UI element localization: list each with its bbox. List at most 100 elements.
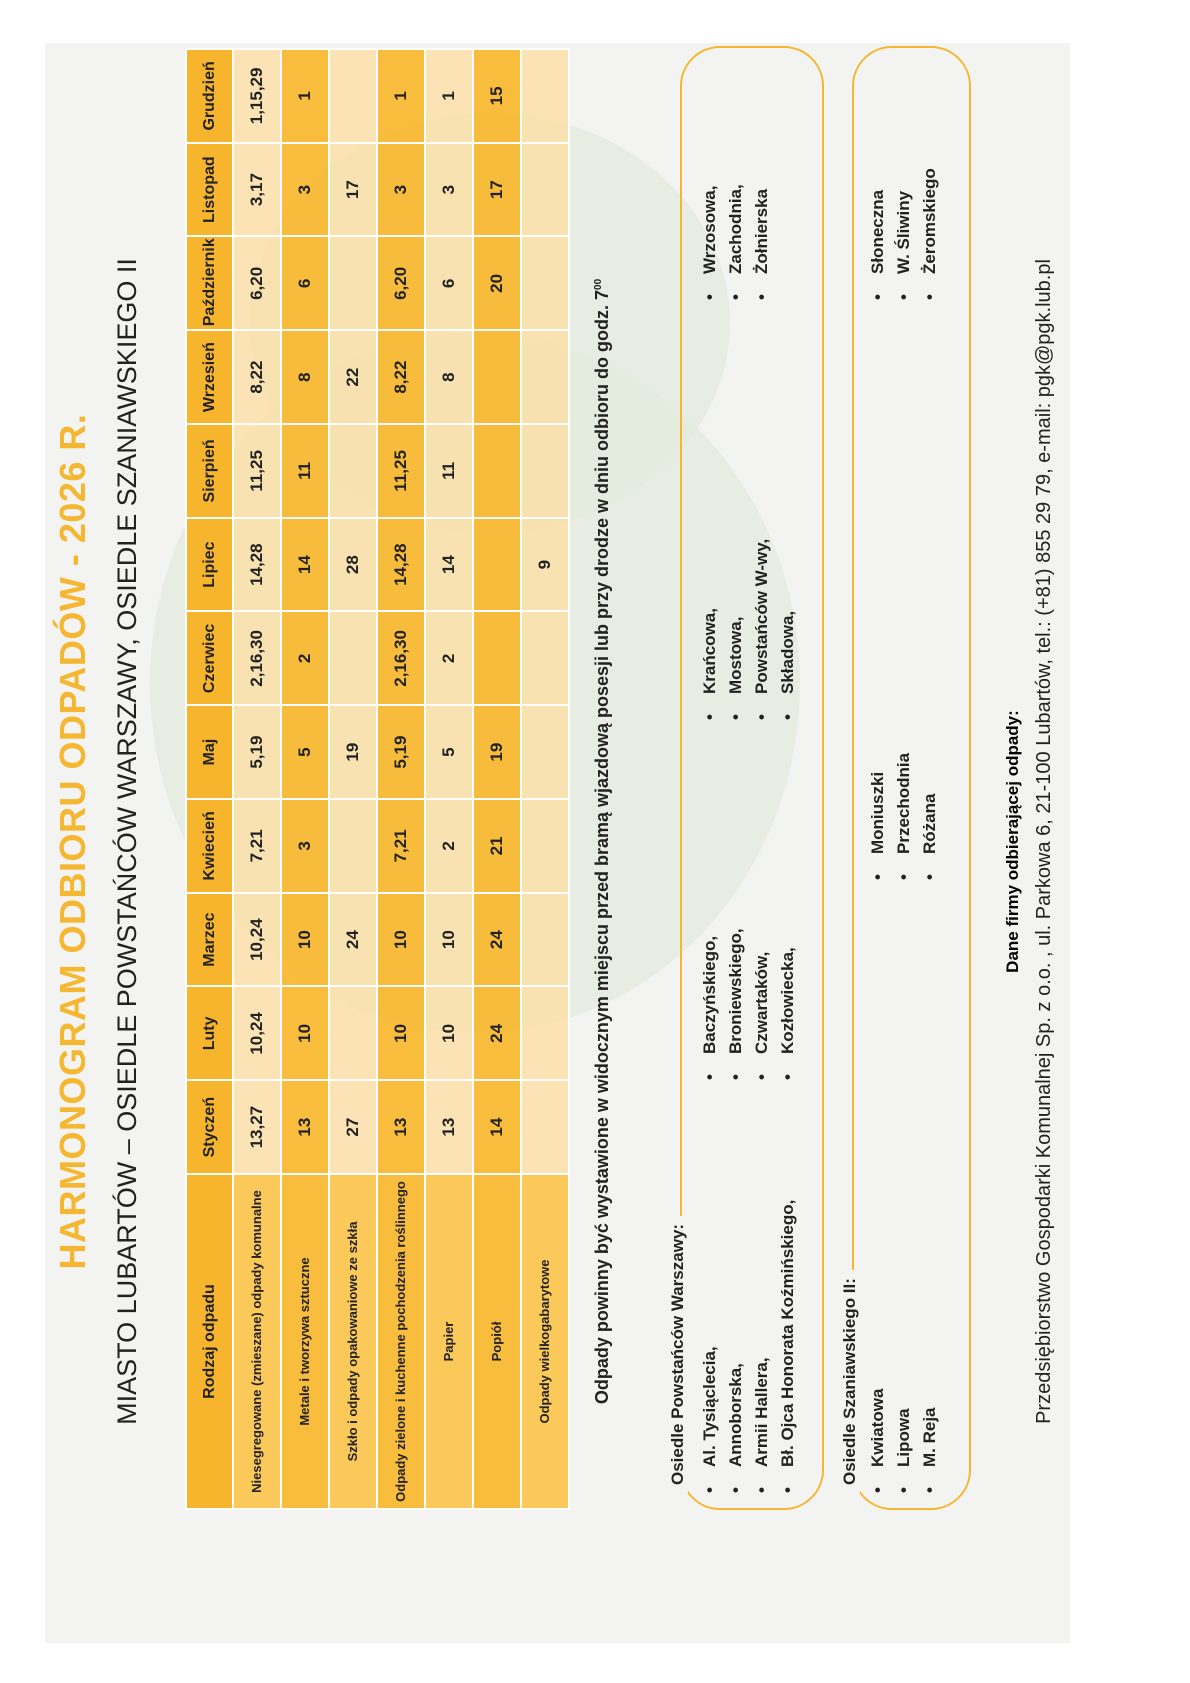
date-cell: 19 <box>329 705 377 799</box>
subtitle: MIASTO LUBARTÓW – OSIEDLE POWSTAŃCÓW WAR… <box>112 258 142 1425</box>
waste-type: Popiół <box>473 1174 521 1509</box>
date-cell: 11,25 <box>377 424 425 518</box>
street: M. Reja <box>920 1407 940 1493</box>
date-cell: 7,21 <box>233 799 281 893</box>
date-cell: 2 <box>425 611 473 706</box>
date-cell: 1 <box>377 49 425 143</box>
note-sup: 00 <box>593 278 604 290</box>
date-cell: 8,22 <box>377 330 425 424</box>
street: Kwiatowa <box>868 1389 888 1493</box>
date-cell: 1 <box>425 49 473 143</box>
header-cell: Maj <box>186 705 233 799</box>
header-cell: Luty <box>186 986 233 1081</box>
street: Krańcowa, <box>700 608 720 720</box>
street: Składowa, <box>778 611 798 720</box>
date-cell: 24 <box>473 892 521 987</box>
date-cell: 2,16,30 <box>377 611 425 706</box>
date-cell: 3 <box>377 142 425 237</box>
date-cell: 10 <box>425 892 473 987</box>
header-cell: Wrzesień <box>186 330 233 424</box>
schedule-table: Rodzaj odpadu Styczeń Luty Marzec Kwiecień Ma… <box>185 48 570 1510</box>
header-cell: Styczeń <box>186 1080 233 1174</box>
street: Annoborska, <box>726 1363 746 1493</box>
waste-type: Metale i tworzywa sztuczne <box>281 1174 329 1509</box>
header-cell: Czerwiec <box>186 611 233 706</box>
street: Kozłowiecka, <box>778 947 798 1080</box>
row: Odpady wielkogabarytowe 9 <box>521 49 569 1509</box>
note: Odpady powinny być wystawione w widoczny… <box>592 0 613 1683</box>
date-cell: 10 <box>377 986 425 1081</box>
date-cell: 1,15,29 <box>233 49 281 143</box>
date-cell: 13 <box>281 1080 329 1174</box>
date-cell <box>521 1080 569 1174</box>
date-cell: 3 <box>425 142 473 237</box>
date-cell <box>329 611 377 706</box>
date-cell: 14 <box>473 1080 521 1174</box>
header-cell: Grudzień <box>186 49 233 143</box>
date-cell: 15 <box>473 49 521 143</box>
date-cell: 3 <box>281 142 329 237</box>
street: Czwartaków, <box>752 952 772 1080</box>
date-cell: 10 <box>281 892 329 987</box>
date-cell: 22 <box>329 330 377 424</box>
street: Słoneczna <box>868 190 888 300</box>
date-cell: 10,24 <box>233 986 281 1081</box>
date-cell: 14,28 <box>377 517 425 612</box>
header-cell: Kwiecień <box>186 799 233 893</box>
date-cell: 9 <box>521 517 569 612</box>
street: Baczyńskiego, <box>700 936 720 1080</box>
date-cell <box>521 424 569 518</box>
street: Bł. Ojca Honorata Koźmińskiego, <box>778 1200 798 1493</box>
header-cell: Lipiec <box>186 517 233 612</box>
waste-type: Szkło i odpady opakowaniowe ze szkła <box>329 1174 377 1509</box>
date-cell: 13 <box>425 1080 473 1174</box>
date-cell: 1 <box>281 49 329 143</box>
date-cell <box>473 611 521 706</box>
street: Żołnierska <box>752 189 772 300</box>
waste-type: Papier <box>425 1174 473 1509</box>
date-cell <box>521 330 569 424</box>
date-cell: 8,22 <box>233 330 281 424</box>
date-cell: 2 <box>281 611 329 706</box>
area-label: Osiedle Szaniawskiego II: <box>840 1270 860 1493</box>
date-cell: 5,19 <box>233 705 281 799</box>
date-cell <box>521 236 569 331</box>
date-cell: 20 <box>473 236 521 331</box>
date-cell: 24 <box>329 892 377 987</box>
company-label: Dane firmy odbierającej odpady: <box>1003 710 1022 973</box>
row: Popiół 14 24 24 21 19 20 17 15 <box>473 49 521 1509</box>
date-cell <box>521 986 569 1081</box>
date-cell: 3,17 <box>233 142 281 237</box>
date-cell <box>329 236 377 331</box>
street: Armii Hallera, <box>752 1357 772 1493</box>
date-cell: 27 <box>329 1080 377 1174</box>
company-details: Przedsiębiorstwo Gospodarki Komunalnej S… <box>1033 259 1055 1424</box>
waste-type: Odpady zielone i kuchenne pochodzenia ro… <box>377 1174 425 1509</box>
date-cell <box>329 986 377 1081</box>
street: Lipowa <box>894 1408 914 1493</box>
street: Wrzosowa, <box>700 186 720 300</box>
date-cell: 5,19 <box>377 705 425 799</box>
date-cell <box>521 799 569 893</box>
note-text: Odpady powinny być wystawione w widoczny… <box>592 289 612 1405</box>
date-cell: 6,20 <box>377 236 425 331</box>
date-cell <box>521 49 569 143</box>
date-cell: 5 <box>281 705 329 799</box>
row: Niesegregowane (zmieszane) odpady komuna… <box>233 49 281 1509</box>
row: Metale i tworzywa sztuczne 13 10 10 3 5 2 14 11 8… <box>281 49 329 1509</box>
street: Al. Tysiąclecia, <box>700 1346 720 1493</box>
date-cell: 17 <box>473 142 521 237</box>
header-cell: Listopad <box>186 142 233 237</box>
date-cell: 14 <box>425 517 473 612</box>
date-cell <box>521 705 569 799</box>
date-cell <box>329 49 377 143</box>
date-cell: 3 <box>281 799 329 893</box>
area-label: Osiedle Powstańców Warszawy: <box>668 1215 688 1493</box>
date-cell: 2,16,30 <box>233 611 281 706</box>
date-cell <box>473 424 521 518</box>
street: Mostowa, <box>726 617 746 720</box>
date-cell <box>473 330 521 424</box>
date-cell: 11,25 <box>233 424 281 518</box>
